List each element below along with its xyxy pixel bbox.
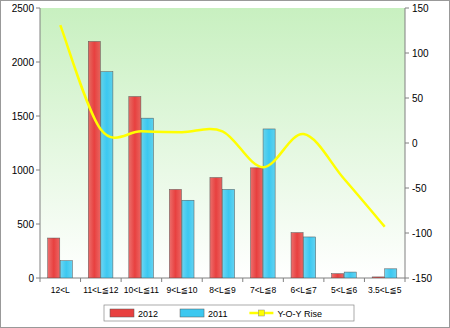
legend-label: 2011 (208, 309, 227, 319)
x-tick (405, 278, 406, 282)
chart: 0 500 1000 1500 2000 2500 -150 -100 -50 0 50 100 150… (0, 0, 450, 328)
bar (129, 97, 141, 278)
bar (169, 189, 181, 278)
legend-box (104, 305, 354, 321)
bar (210, 178, 222, 278)
y-tick (36, 224, 40, 225)
x-tick (202, 278, 203, 282)
bar (291, 233, 303, 278)
bar (332, 274, 344, 278)
x-tick (283, 278, 284, 282)
x-tick-label: 7<L≦8 (250, 285, 277, 295)
bar (60, 261, 72, 278)
y-tick-label: 0 (28, 273, 34, 284)
outer-frame (1, 1, 450, 328)
y2-tick (405, 53, 409, 54)
legend-marker (258, 310, 264, 316)
y2-tick-label: -100 (412, 228, 432, 239)
y-tick (36, 8, 40, 9)
x-tick-label: 11<L≦12 (83, 285, 118, 295)
x-tick (121, 278, 122, 282)
y2-tick-label: 100 (412, 48, 429, 59)
bar (344, 272, 356, 278)
y2-tick (405, 8, 409, 9)
y-tick-label: 2000 (12, 57, 35, 68)
y-tick-label: 1500 (12, 111, 35, 122)
y2-tick (405, 278, 409, 279)
legend-label: Y-O-Y Rise (277, 309, 322, 319)
x-tick (80, 278, 81, 282)
bar (182, 200, 194, 278)
bar (48, 238, 60, 278)
bar (304, 237, 316, 278)
y-tick (36, 116, 40, 117)
y2-tick (405, 233, 409, 234)
x-tick (323, 278, 324, 282)
bar (141, 118, 153, 278)
x-tick-label: 6<L≦7 (290, 285, 317, 295)
y-tick-label: 500 (17, 219, 34, 230)
x-tick-label: 8<L≦9 (209, 285, 236, 295)
x-tick (161, 278, 162, 282)
x-tick-label: 9<L≦10 (166, 285, 197, 295)
line (60, 25, 384, 227)
legend-swatch (180, 309, 204, 317)
legend-swatch (110, 309, 134, 317)
bar (263, 129, 275, 278)
x-tick (242, 278, 243, 282)
x-tick-label: 10<L≦11 (124, 285, 159, 295)
bar (88, 41, 100, 278)
x-tick-label: 3.5<L≦5 (368, 285, 402, 295)
bar (101, 72, 113, 278)
x-tick-label: 12<L (51, 285, 70, 295)
y2-tick-label: 150 (412, 3, 429, 14)
y-tick-label: 2500 (12, 3, 35, 14)
y-axis (40, 8, 41, 278)
bar (223, 189, 235, 278)
legend: 2012 2011 Y-O-Y Rise (104, 305, 354, 321)
y2-tick-label: -50 (412, 183, 427, 194)
x-tick (40, 278, 41, 282)
bar (372, 277, 384, 278)
x-tick-label: 5<L≦6 (331, 285, 358, 295)
y2-tick (405, 143, 409, 144)
y-tick-label: 1000 (12, 165, 35, 176)
y-tick (36, 170, 40, 171)
x-tick (364, 278, 365, 282)
legend-label: 2012 (138, 309, 158, 319)
plot-background (40, 8, 405, 278)
bar (250, 168, 262, 278)
y2-tick-label: 50 (412, 93, 424, 104)
y2-tick-label: 0 (412, 138, 418, 149)
y-tick (36, 278, 40, 279)
y2-tick (405, 98, 409, 99)
y-tick (36, 62, 40, 63)
bar (385, 269, 397, 278)
y2-tick (405, 188, 409, 189)
plot-area (48, 25, 397, 278)
y2-tick-label: -150 (412, 273, 432, 284)
